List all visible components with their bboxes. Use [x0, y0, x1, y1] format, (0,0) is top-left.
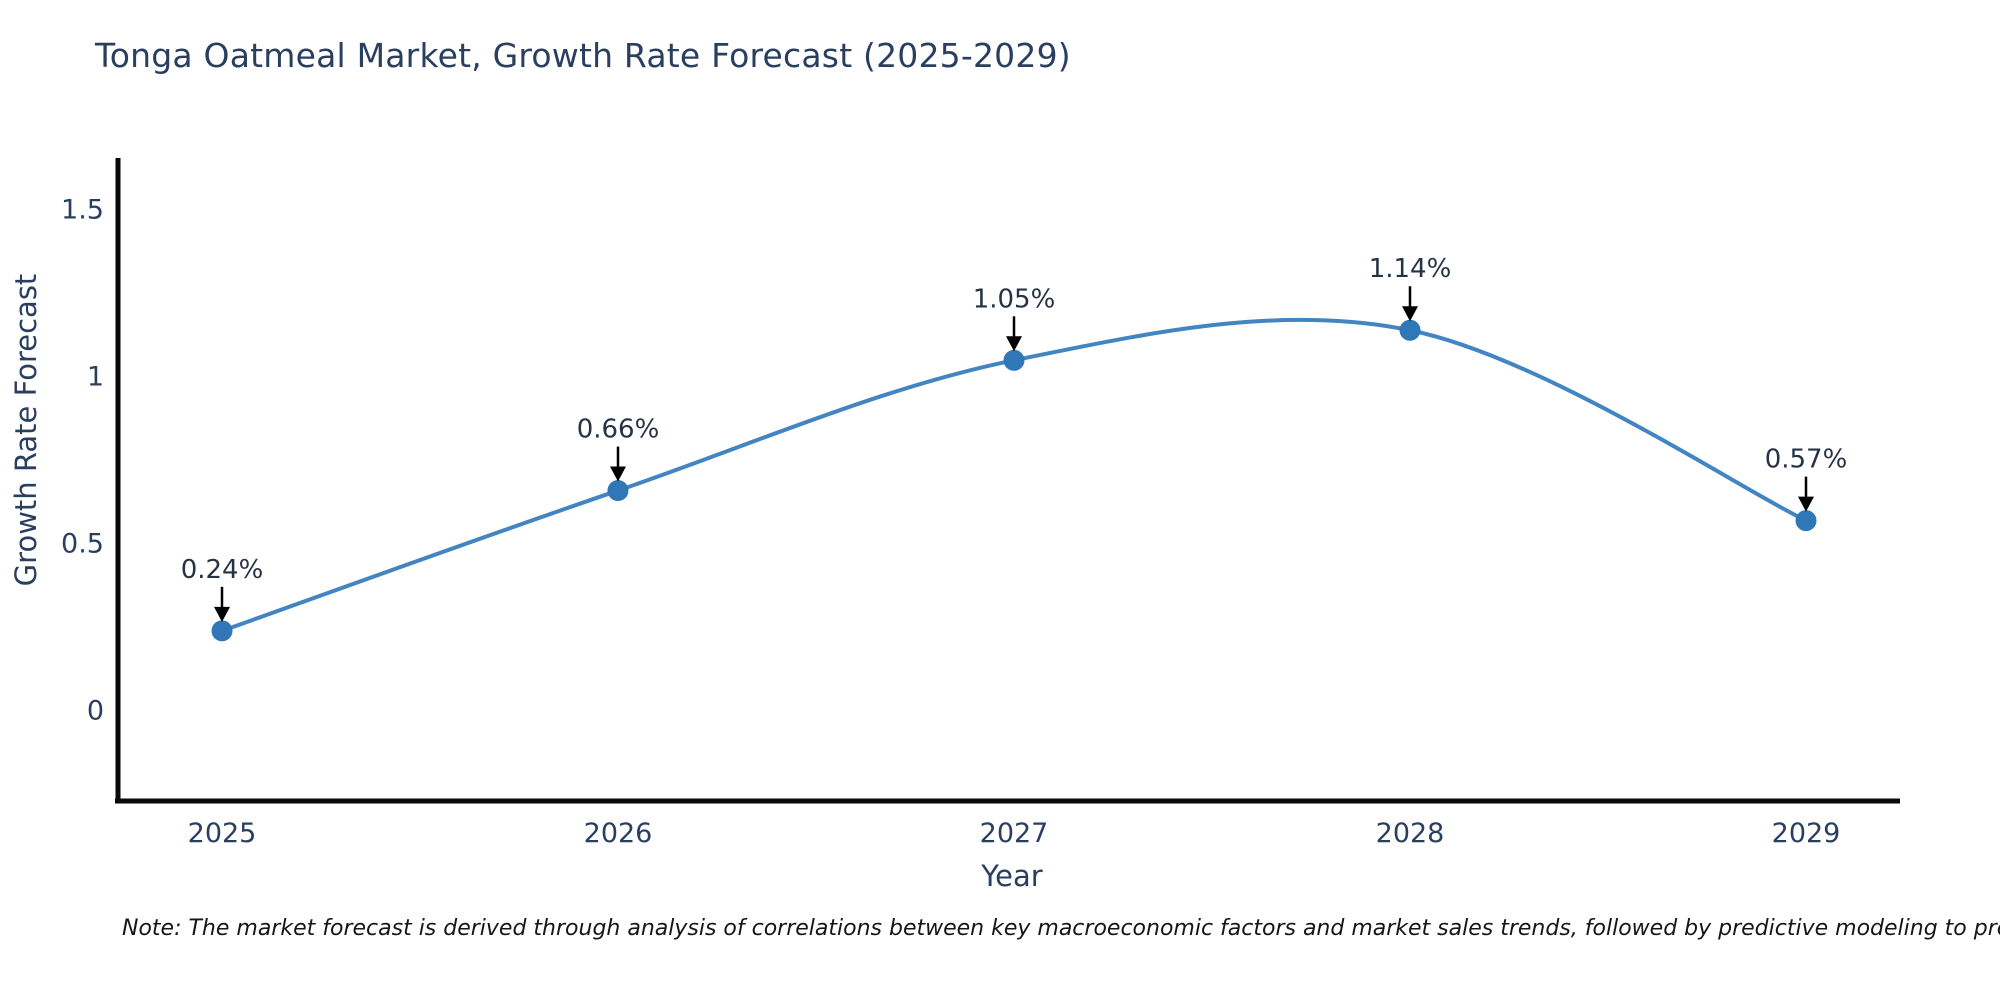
x-tick-label: 2027	[980, 818, 1049, 849]
y-axis-title: Growth Rate Forecast	[9, 274, 43, 587]
data-point-label: 0.66%	[577, 415, 660, 445]
x-axis-title: Year	[980, 859, 1042, 893]
x-tick-label: 2029	[1772, 818, 1841, 849]
data-point-marker	[607, 480, 629, 502]
annotation-arrowhead-icon	[610, 466, 626, 482]
data-point-marker	[1003, 349, 1025, 371]
data-point-marker	[1795, 510, 1817, 532]
chart-title: Tonga Oatmeal Market, Growth Rate Foreca…	[95, 36, 1071, 75]
y-tick-label: 0.5	[61, 529, 104, 560]
data-point-label: 1.14%	[1369, 254, 1452, 284]
data-point-label: 0.24%	[181, 555, 264, 585]
data-point-marker	[1399, 319, 1421, 341]
footnote: Note: The market forecast is derived thr…	[122, 916, 2000, 941]
y-tick-label: 1.5	[61, 195, 104, 226]
annotation-arrowhead-icon	[1006, 336, 1022, 352]
x-tick-label: 2026	[584, 818, 653, 849]
data-point-marker	[211, 620, 233, 642]
annotation-arrowhead-icon	[1402, 306, 1418, 322]
y-tick-label: 0	[87, 696, 104, 727]
annotation-arrowhead-icon	[214, 606, 230, 622]
x-tick-label: 2028	[1376, 818, 1445, 849]
x-tick-label: 2025	[188, 818, 257, 849]
y-tick-label: 1	[87, 362, 104, 393]
data-point-label: 0.57%	[1765, 445, 1848, 475]
annotation-arrowhead-icon	[1798, 496, 1814, 512]
data-point-label: 1.05%	[973, 284, 1056, 314]
